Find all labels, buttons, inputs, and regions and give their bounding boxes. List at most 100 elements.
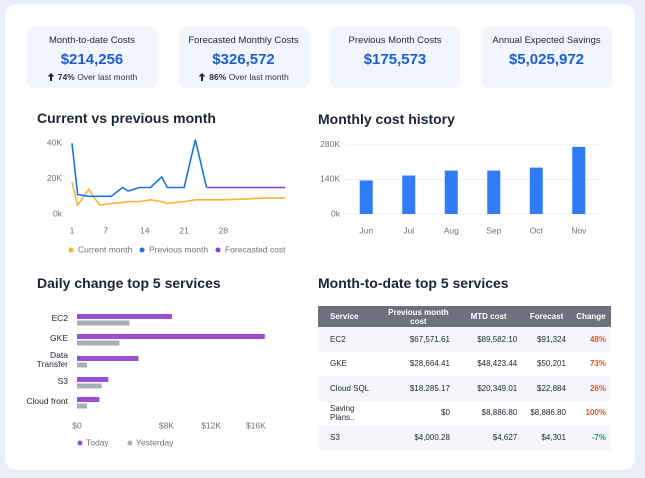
legend-label: Forecasted cost (225, 244, 286, 254)
table-cell: $67,571.61 (381, 327, 455, 352)
table-cell: Cloud SQL (318, 376, 382, 401)
table-cell: $48,423.44 (477, 359, 518, 369)
bar (444, 170, 458, 214)
y-tick-label: 0k (53, 208, 63, 218)
kpi-title: Month-to-date Costs (48, 35, 136, 46)
x-tick-label: Jun (359, 225, 373, 235)
x-tick-label: Oct (530, 225, 544, 235)
x-tick-label: $16K (246, 420, 266, 430)
legend-label: Yesterday (136, 437, 174, 447)
column-header: Forecast (522, 306, 571, 327)
kpi-card: Annual Expected Savings $5,025,972 (481, 27, 612, 88)
kpi-value: $326,572 (212, 51, 275, 68)
section-title: Daily change top 5 services (37, 275, 221, 291)
services-table: Service Previous month cost MTD cost Foreca… (318, 306, 611, 450)
x-tick-label: Nov (571, 225, 587, 235)
x-tick-label: Jul (403, 225, 414, 235)
bar (77, 314, 172, 319)
kpi-card: Forecasted Monthly Costs $326,572 86% Over… (178, 27, 309, 88)
table-cell: $89,582.10 (454, 327, 523, 352)
bar (77, 320, 130, 326)
table-cell: $20,349.01 (454, 376, 523, 401)
y-tick-label: 0k (331, 208, 341, 218)
table-cell: $8,886.80 (530, 408, 566, 418)
x-tick-label: 1 (70, 225, 75, 235)
kpi-title: Forecasted Monthly Costs (188, 35, 299, 46)
table-cell: S3 (318, 425, 382, 450)
legend-marker (215, 247, 221, 253)
table-row: GKE $28,664.41 $48,423.44 $50,201 73% (318, 352, 611, 377)
bar (77, 334, 265, 339)
legend-marker (127, 440, 133, 446)
bar (359, 180, 373, 214)
x-tick-label: Aug (444, 225, 459, 235)
column-header: Previous month cost (381, 306, 455, 327)
y-category-label: Cloud front (26, 395, 68, 406)
table-cell: $28,664.41 (409, 359, 450, 369)
section-title: Current vs previous month (37, 110, 216, 126)
kpi-change: 74% Over last month (27, 72, 157, 82)
up-arrow (198, 73, 206, 81)
table-cell: $4,301 (522, 425, 571, 450)
section-title: Monthly cost history (318, 111, 455, 127)
kpi-title: Annual Expected Savings (492, 35, 601, 46)
y-tick-label: 280K (320, 139, 340, 149)
kpi-change-note: Over last month (77, 72, 138, 82)
table-cell: $91,324 (522, 327, 571, 352)
bar (572, 146, 586, 214)
bar (487, 170, 501, 214)
line-series (71, 181, 285, 208)
x-tick-label: 28 (219, 225, 229, 235)
table-cell: $50,201 (537, 359, 566, 369)
x-tick-label: $0 (72, 420, 82, 430)
bar (77, 340, 120, 346)
table-cell: -7% (570, 425, 611, 450)
x-tick-label: $8K (159, 420, 174, 430)
bar (402, 175, 416, 214)
column-header: Change (570, 306, 611, 327)
section-title: Month-to-date top 5 services (318, 275, 509, 291)
table-cell: $4,627 (454, 425, 523, 450)
table-row: S3 $4,000.28 $4,627 $4,301 -7% (318, 425, 611, 450)
kpi-card: Month-to-date Costs $214,256 74% Over last… (27, 27, 157, 88)
table-cell: 26% (570, 376, 611, 401)
y-tick-label: 40K (47, 138, 62, 148)
bar (77, 403, 88, 409)
bar (77, 383, 102, 389)
y-tick-label: 140K (320, 174, 340, 184)
bar (77, 356, 139, 361)
y-category-label: S3 (57, 375, 68, 386)
kpi-change-value: 74% (57, 72, 75, 82)
kpi-change: 86% Over last month (179, 72, 309, 82)
bar (77, 397, 100, 402)
table-row: Saving Plans.. $0 $8,886.80 $8,886.80 100% (318, 401, 611, 426)
kpi-change-note: Over last month (228, 72, 289, 82)
legend-marker (77, 440, 83, 446)
y-category-label: GKE (50, 332, 68, 343)
bar (77, 362, 88, 368)
table-cell: 48% (570, 327, 611, 352)
legend-label: Previous month (149, 244, 208, 254)
table-cell: 100% (585, 408, 606, 418)
x-tick-label: 21 (179, 225, 189, 235)
table-row: EC2 $67,571.61 $89,582.10 $91,324 48% (318, 327, 611, 352)
column-header: Service (318, 306, 382, 327)
y-tick-label: 20K (47, 173, 62, 183)
table-header-row: Service Previous month cost MTD cost Foreca… (318, 306, 611, 327)
table-cell: GKE (330, 359, 347, 369)
column-header: MTD cost (454, 306, 523, 327)
x-tick-label: 7 (103, 225, 108, 235)
kpi-value: $214,256 (60, 51, 124, 68)
kpi-change-value: 86% (209, 72, 227, 82)
y-category-label: Data Transfer (36, 350, 68, 369)
table-cell: $22,884 (522, 376, 571, 401)
table-cell: $0 (441, 408, 450, 418)
kpi-value: $5,025,972 (508, 51, 585, 68)
kpi-title: Previous Month Costs (348, 35, 442, 46)
table-cell: 73% (589, 359, 606, 369)
x-tick-label: 14 (140, 225, 150, 235)
line-series (71, 139, 208, 198)
legend-marker (139, 247, 145, 253)
